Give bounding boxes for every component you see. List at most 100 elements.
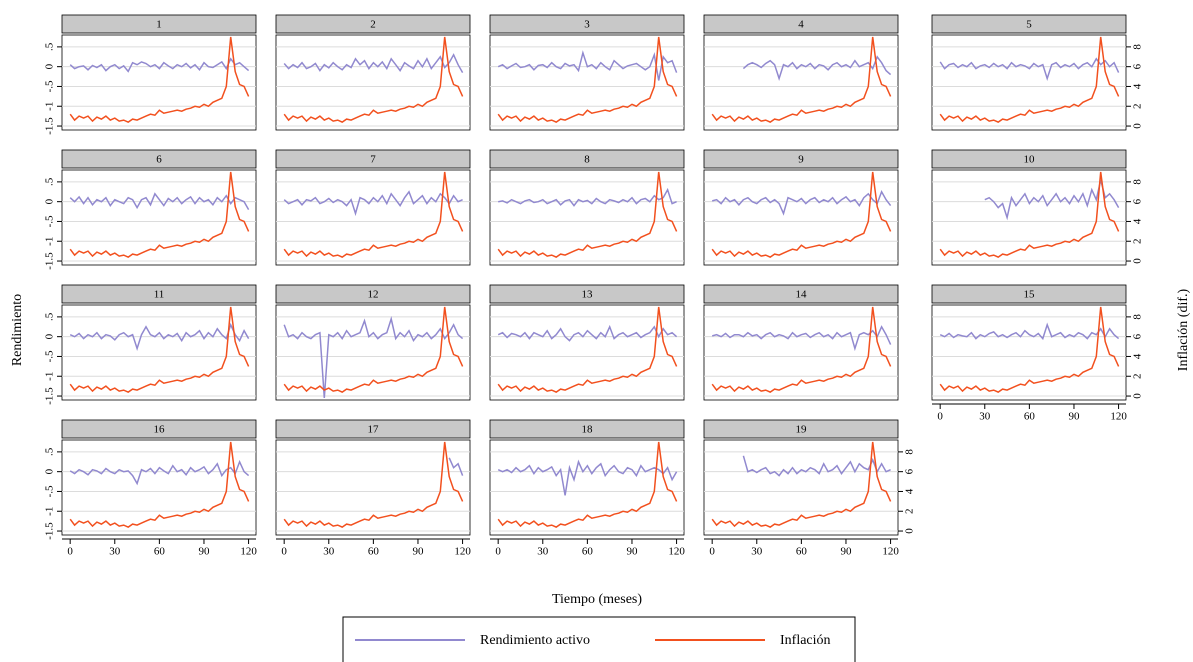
panel-header [61,14,257,34]
panel-header [275,149,471,169]
x-tick-label: 0 [281,546,287,558]
y-tick-label: .5 [44,177,56,186]
panel-header [931,149,1127,169]
panel-header [489,284,685,304]
x-tick-label: 60 [368,546,380,558]
y-tick-label: -1 [44,237,56,246]
y-tick-label: -1.5 [44,387,56,405]
y2-tick-label: 0 [904,528,916,534]
y2-tick-label: 4 [1132,83,1144,89]
y-axis-title: Rendimiento [10,294,25,366]
series-line [69,57,250,73]
panel-title: 1 [156,19,162,31]
x-tick-label: 90 [1068,411,1080,423]
series-line [69,459,250,486]
panel-header [489,14,685,34]
panel-header [931,284,1127,304]
panel-frame [931,304,1127,401]
panel-frame [61,34,257,131]
y-tick-label: -1.5 [44,252,56,270]
y2-tick-label: 2 [1132,239,1144,245]
panel-header [275,14,471,34]
panel-frame [703,439,899,536]
series-line [939,57,1120,81]
y-tick-label: -1.5 [44,117,56,135]
x-tick-label: 120 [454,546,471,558]
panel-title: 18 [582,424,594,436]
x-tick-label: 90 [626,546,638,558]
panel-title: 11 [154,289,165,301]
series-line [448,457,464,476]
series-line [711,36,892,123]
panel-header [703,14,899,34]
panel-title: 13 [582,289,594,301]
panel-title: 8 [584,154,590,166]
y2-tick-label: 2 [1132,104,1144,110]
series-line [283,171,464,258]
series-line [711,171,892,258]
panel-frame [275,439,471,536]
series-line [742,55,892,81]
panel-header [61,284,257,304]
panel-title: 7 [370,154,376,166]
panel-frame [489,304,685,401]
y-tick-label: -.5 [44,350,56,362]
x-tick-label: 0 [495,546,501,558]
x-tick-label: 30 [979,411,991,423]
series-line [283,441,464,528]
x-axis-title: Tiempo (meses) [552,592,642,607]
legend-label: Inflación [780,633,831,648]
x-tick-label: 30 [323,546,335,558]
panel-header [275,284,471,304]
y-tick-label: -1 [44,507,56,516]
panel-title: 6 [156,154,162,166]
series-line [497,171,678,258]
series-line [984,179,1120,221]
x-tick-label: 120 [882,546,899,558]
x-tick-label: 60 [796,546,808,558]
y2-tick-label: 2 [1132,374,1144,380]
panel-title: 14 [796,289,808,301]
panel-title: 9 [798,154,804,166]
series-line [939,306,1120,393]
y-tick-label: -.5 [44,80,56,92]
y-tick-label: -1.5 [44,522,56,540]
panel-frame [489,34,685,131]
series-line [283,36,464,123]
y2-tick-label: 0 [1132,393,1144,399]
panel-title: 4 [798,19,804,31]
panel-frame [489,169,685,266]
series-line [497,36,678,123]
series-line [283,316,464,399]
panel-frame [275,169,471,266]
y2-tick-label: 8 [904,449,916,455]
panel-header [703,284,899,304]
series-line [69,441,250,528]
y2-axis-title: Inflación (dif.) [1176,288,1191,371]
x-tick-label: 0 [709,546,715,558]
legend-label: Rendimiento activo [480,633,590,648]
panel-frame [703,304,899,401]
y-tick-label: .5 [44,312,56,321]
panel-header [703,419,899,439]
x-tick-label: 60 [154,546,166,558]
panel-title: 19 [796,424,808,436]
series-line [283,53,464,73]
x-tick-label: 90 [198,546,210,558]
y-tick-label: -.5 [44,485,56,497]
panel-header [931,14,1127,34]
y-tick-label: 0 [44,63,56,69]
panel-title: 5 [1026,19,1032,31]
y2-tick-label: 8 [1132,179,1144,185]
y-tick-label: .5 [44,447,56,456]
y-tick-label: -.5 [44,215,56,227]
y-tick-label: -1 [44,102,56,111]
series-line [497,306,678,393]
series-line [712,190,892,216]
y2-tick-label: 6 [904,468,916,474]
panel-header [703,149,899,169]
panel-frame [61,304,257,401]
y-tick-label: -1 [44,372,56,381]
x-tick-label: 0 [937,411,943,423]
